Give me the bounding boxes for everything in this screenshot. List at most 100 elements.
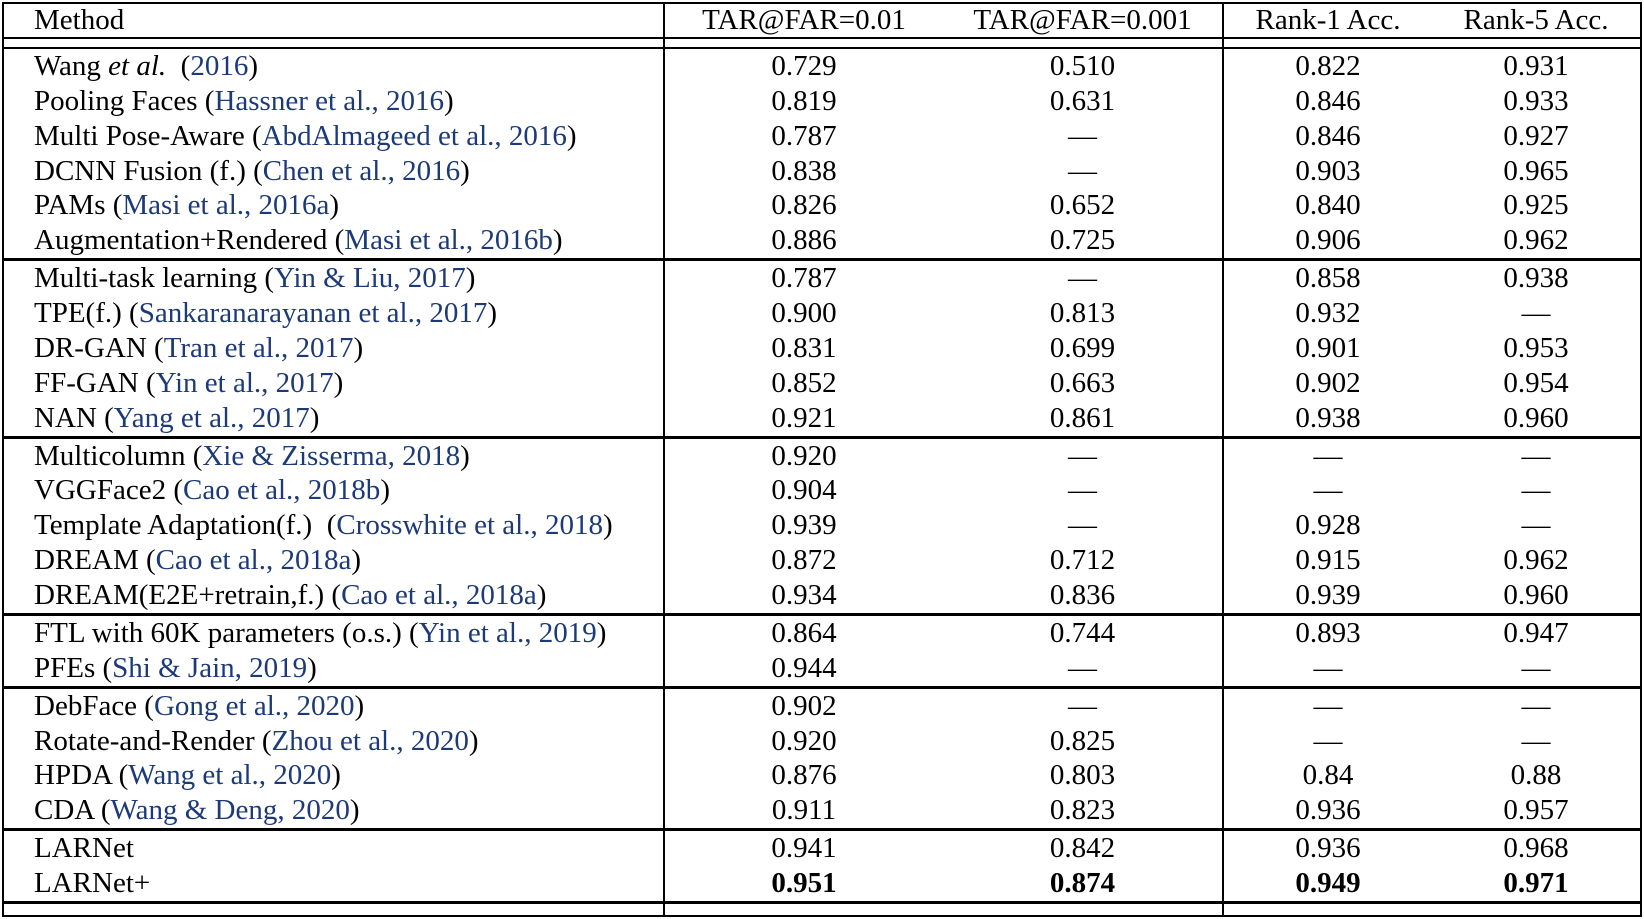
method-name-text: DREAM ( [34, 544, 156, 577]
method-cell: PAMs (Masi et al., 2016a) [4, 188, 665, 224]
value-cell: 0.864 [771, 616, 837, 649]
method-name-text: PAMs ( [34, 189, 123, 222]
citation-link[interactable]: 2016 [190, 49, 249, 82]
method-name-text: Template Adaptation(f.) ( [34, 509, 337, 542]
value-cell: — [943, 508, 1224, 544]
value-cell: 0.886 [771, 224, 837, 257]
value-cell: 0.510 [943, 49, 1224, 84]
citation-link[interactable]: Tran et al., 2017 [163, 331, 354, 364]
method-name-text: DebFace ( [34, 689, 154, 722]
method-cell: TPE(f.) (Sankaranarayanan et al., 2017) [4, 296, 665, 331]
citation-link[interactable]: Yin et al., 2019 [418, 616, 597, 649]
value-cell: 0.931 [1503, 49, 1569, 82]
value-cell: 0.915 [1295, 544, 1361, 577]
value-cell: 0.920 [771, 724, 837, 757]
value-cell: 0.960 [1503, 579, 1569, 612]
value-cell: 0.729 [771, 49, 837, 82]
method-cell: DREAM (Cao et al., 2018a) [4, 543, 665, 579]
value-cell: 0.965 [1503, 154, 1569, 187]
column-header-rank1-acc: Rank-1 Acc. [1224, 4, 1432, 37]
citation-link[interactable]: AbdAlmageed et al., 2016 [261, 119, 567, 152]
value-cell: 0.900 [771, 297, 837, 330]
table-row: PAMs (Masi et al., 2016a) 0.826 0.652 0.840… [4, 188, 1640, 224]
method-name-text: ) [329, 189, 340, 222]
value-cell: 0.932 [1295, 297, 1361, 330]
value-cell: 0.927 [1503, 119, 1569, 152]
method-name-text: ) [443, 84, 454, 117]
value-cell: — [1313, 474, 1343, 507]
value-cell: 0.787 [771, 262, 837, 295]
method-name-italic: et al. [108, 49, 167, 82]
citation-link[interactable]: Hassner et al., 2016 [214, 84, 444, 117]
method-name-text: ) [536, 579, 547, 612]
citation-link[interactable]: Crosswhite et al., 2018 [336, 509, 603, 542]
citation-link[interactable]: Xie & Zisserma, 2018 [202, 439, 461, 472]
method-name-text: ) [354, 689, 365, 722]
value-cell: 0.663 [943, 365, 1224, 401]
value-cell: 0.957 [1503, 794, 1569, 827]
method-cell: Multi-task learning (Yin & Liu, 2017) [4, 261, 665, 297]
table-row: Multicolumn (Xie & Zisserma, 2018) 0.920 —… [4, 438, 1640, 474]
value-cell: 0.813 [943, 296, 1224, 331]
value-cell: 0.846 [1295, 119, 1361, 152]
method-name-text: ) [333, 366, 344, 399]
citation-link[interactable]: Cao et al., 2018a [341, 579, 537, 612]
table-row: LARNet 0.941 0.842 0.936 0.968 [4, 831, 1640, 867]
value-cell: 0.944 [771, 651, 837, 684]
value-cell: — [1521, 509, 1551, 542]
citation-link[interactable]: Gong et al., 2020 [153, 689, 355, 722]
rule-segment [1224, 904, 1640, 915]
value-cell: 0.852 [771, 366, 837, 399]
value-cell: 0.939 [1295, 579, 1361, 612]
method-name-text: ) [349, 794, 360, 827]
table-row: DR-GAN (Tran et al., 2017) 0.831 0.699 0.90… [4, 331, 1640, 366]
value-cell: 0.826 [771, 189, 837, 222]
method-cell: NAN (Yang et al., 2017) [4, 400, 665, 436]
value-cell: 0.744 [943, 616, 1224, 651]
citation-link[interactable]: Shi & Jain, 2019 [112, 651, 308, 684]
table-row: Augmentation+Rendered (Masi et al., 2016… [4, 223, 1640, 259]
table-row: Multi Pose-Aware (AbdAlmageed et al., 20… [4, 118, 1640, 154]
rule-segment [665, 39, 1224, 47]
value-cell: — [943, 153, 1224, 189]
value-cell: — [1521, 297, 1551, 330]
method-name-text: ) [351, 544, 362, 577]
group-separator [4, 828, 1640, 832]
value-cell: 0.951 [771, 867, 837, 900]
citation-link[interactable]: Masi et al., 2016a [122, 189, 330, 222]
table-row: DebFace (Gong et al., 2020) 0.902 — — — [4, 688, 1640, 724]
citation-link[interactable]: Cao et al., 2018a [155, 544, 352, 577]
value-cell: 0.925 [1503, 189, 1569, 222]
method-cell: PFEs (Shi & Jain, 2019) [4, 650, 665, 686]
column-header-tar01-label: TAR@FAR=0.01 [702, 4, 906, 36]
value-cell: 0.939 [771, 509, 837, 542]
method-name-text: ) [331, 759, 341, 792]
citation-link[interactable]: Chen et al., 2016 [262, 154, 461, 187]
value-cell: 0.938 [1295, 401, 1361, 434]
citation-link[interactable]: Zhou et al., 2020 [271, 724, 469, 757]
citation-link[interactable]: Yin & Liu, 2017 [274, 262, 466, 295]
value-cell: 0.921 [771, 401, 837, 434]
value-cell: — [943, 261, 1224, 297]
value-cell: — [1521, 439, 1551, 472]
citation-link[interactable]: Wang & Deng, 2020 [110, 794, 350, 827]
citation-link[interactable]: Cao et al., 2018b [182, 474, 381, 507]
citation-link[interactable]: Sankaranarayanan et al., 2017 [138, 297, 488, 330]
rule-segment [4, 904, 665, 915]
table-row: NAN (Yang et al., 2017) 0.921 0.861 0.938 0.… [4, 400, 1640, 436]
value-cell: 0.725 [943, 223, 1224, 259]
citation-link[interactable]: Masi et al., 2016b [344, 224, 553, 257]
method-name-text: ) [596, 616, 607, 649]
value-cell: 0.825 [943, 723, 1224, 759]
value-cell: 0.938 [1503, 262, 1569, 295]
value-cell: 0.861 [943, 400, 1224, 436]
citation-link[interactable]: Wang et al., 2020 [128, 759, 332, 792]
value-cell: — [1313, 689, 1343, 722]
method-name-text: Multicolumn ( [34, 439, 203, 472]
citation-link[interactable]: Yang et al., 2017 [113, 401, 310, 434]
table-row: LARNet+ 0.951 0.874 0.949 0.971 [4, 866, 1640, 901]
column-header-rank1-label: Rank-1 Acc. [1255, 4, 1401, 36]
method-name-text: LARNet [34, 832, 134, 865]
citation-link[interactable]: Yin et al., 2017 [155, 366, 334, 399]
value-cell: 0.838 [771, 154, 837, 187]
